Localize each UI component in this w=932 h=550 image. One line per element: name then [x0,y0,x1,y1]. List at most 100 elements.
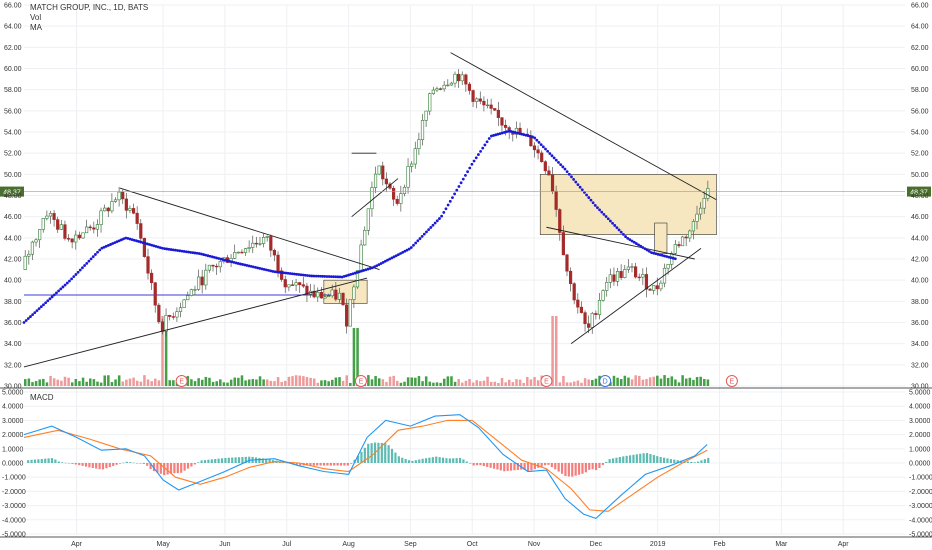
volume-bar [526,376,529,386]
ma-dot [505,130,508,134]
ma-dot [74,273,78,276]
price-axis-label-left: 58.00 [4,87,22,94]
ma-dot [94,253,97,256]
macd-histogram-bar [258,457,261,463]
candle [38,229,42,241]
macd-histogram-bar [407,460,411,463]
volume-bar [226,382,229,386]
volume-bar [486,376,489,386]
candle [240,251,244,254]
ma-dot [409,246,413,249]
ma-dot [440,214,444,218]
volume-bar [157,380,161,386]
macd-histogram-bar [71,463,74,464]
ma-dot [535,138,539,142]
macd-histogram-bar [554,463,557,470]
last-price-tag-left: 48.37 [3,190,21,197]
ma-dot [128,237,132,241]
ma-dot [574,180,578,184]
volume-bar [471,382,475,386]
ma-dot [405,248,409,252]
event-marker [599,375,612,387]
ma-dot [202,253,206,256]
ma-dot [189,250,193,254]
candle [381,165,385,180]
ma-dot [628,238,632,242]
ma-dot [174,248,177,252]
volume-bar [674,379,677,386]
macd-histogram-bar [394,452,397,463]
ma-dot [520,132,524,136]
ma-dot [256,266,260,270]
ma-dot [297,273,301,276]
ma-dot [200,252,203,256]
ma-dot [39,305,43,309]
candle [543,161,547,172]
ma-dot [522,133,526,137]
ma-dot [403,249,407,253]
candle [550,174,555,192]
volume-bar [627,377,630,386]
macd-histogram-bar [567,463,570,477]
ma-dot [537,140,541,144]
candle [247,247,251,249]
macd-histogram-bar [472,463,475,466]
candle [695,213,699,222]
ma-dot [420,234,424,238]
event-marker-label: D [603,379,608,386]
ma-dot [360,269,363,273]
ma-dot [258,266,262,270]
ma-dot [652,251,656,255]
macd-axis-label-left: -1.0000 [2,475,26,482]
volume-bar [453,381,457,386]
ma-dot [524,133,528,137]
macd-histogram-bar [169,463,173,474]
candle [41,218,45,230]
candle [117,191,121,201]
volume-bar [284,380,287,386]
ma-dot [61,285,65,289]
volume-bar [450,376,453,386]
macd-histogram-bar [628,455,632,463]
ma-dot [425,230,428,234]
ma-dot [435,219,439,223]
ma-dot [468,166,472,170]
macd-histogram-bar [292,463,295,465]
volume-bar [515,379,518,386]
candle [124,198,128,211]
volume-bar [262,379,265,386]
candle [500,117,504,126]
volume-bar [500,378,504,386]
volume-bar [273,381,276,386]
volume-bar [638,375,641,386]
volume-bar [298,375,302,386]
ma-dot [552,156,556,160]
candle [659,282,663,290]
ma-dot [589,198,593,202]
ma-dot [345,274,348,278]
volume-bar [229,379,233,386]
candle [634,266,638,278]
macd-histogram-bar [173,463,176,474]
macd-histogram-bar [312,463,315,466]
volume-bar [92,379,96,386]
macd-histogram-bar [115,463,118,465]
macd-histogram-bar [129,462,132,463]
volume-bar [695,376,699,386]
ma-dot [353,271,357,275]
ma-dot [22,321,26,324]
candle [568,270,573,284]
candle [269,236,273,251]
ma-dot [280,271,283,274]
candle [554,190,558,210]
ma-dot [442,211,446,214]
ma-dot [650,251,653,255]
macd-histogram-bar [244,456,247,463]
macd-histogram-bar [350,463,353,464]
volume-bar [518,379,522,386]
candle [48,213,53,217]
volume-bar [139,381,143,386]
volume-bar [706,379,710,386]
volume-bar [392,375,395,386]
